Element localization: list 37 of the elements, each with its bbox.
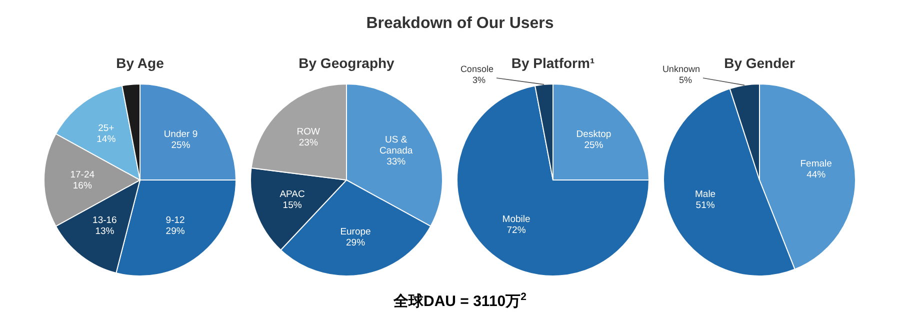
slice-label: Unknown bbox=[662, 64, 700, 74]
slice-label: Console bbox=[460, 64, 494, 74]
slice-label: ROW bbox=[296, 126, 320, 138]
slice-label: Desktop bbox=[576, 128, 612, 140]
pie-slice bbox=[456, 85, 650, 276]
slice-label: 25+ bbox=[98, 122, 115, 134]
chart-title: By Age bbox=[116, 55, 164, 71]
data-label: 44% bbox=[806, 170, 826, 181]
slice-label: US & Canada bbox=[379, 134, 414, 157]
data-label: 13% bbox=[95, 226, 115, 238]
slice-label: Europe bbox=[340, 226, 371, 238]
text: Breakdown of Our Users bbox=[366, 15, 554, 32]
slice-label: Under 9 bbox=[164, 128, 198, 140]
data-label: 51% bbox=[696, 200, 716, 212]
chart-title: By Gender bbox=[724, 55, 796, 71]
data-label: 3% bbox=[472, 75, 486, 85]
data-label: 29% bbox=[166, 226, 186, 238]
chart-title: By Geography bbox=[298, 55, 395, 71]
data-label: 14% bbox=[96, 134, 116, 145]
slice-label: Female bbox=[800, 158, 832, 170]
data-label: 15% bbox=[282, 200, 302, 212]
slice-label: 13-16 bbox=[92, 215, 117, 226]
chart-title: By Platform¹ bbox=[511, 55, 595, 71]
data-label: 16% bbox=[72, 180, 92, 192]
data-label: 25% bbox=[584, 140, 604, 151]
slice-label: Male bbox=[695, 189, 716, 200]
slice-label: Mobile bbox=[502, 214, 530, 225]
data-label: 23% bbox=[298, 137, 318, 148]
text: 全球DAU = 3110万$^{2}$ bbox=[392, 291, 527, 310]
slice-label: 9-12 bbox=[166, 215, 185, 226]
data-label: 72% bbox=[506, 224, 526, 236]
data-label: 5% bbox=[678, 75, 692, 85]
slice-label: APAC bbox=[280, 189, 306, 200]
slice-label: 17-24 bbox=[70, 170, 95, 180]
data-label: 25% bbox=[171, 140, 191, 151]
data-label: 29% bbox=[346, 237, 366, 248]
data-label: 33% bbox=[386, 156, 406, 168]
